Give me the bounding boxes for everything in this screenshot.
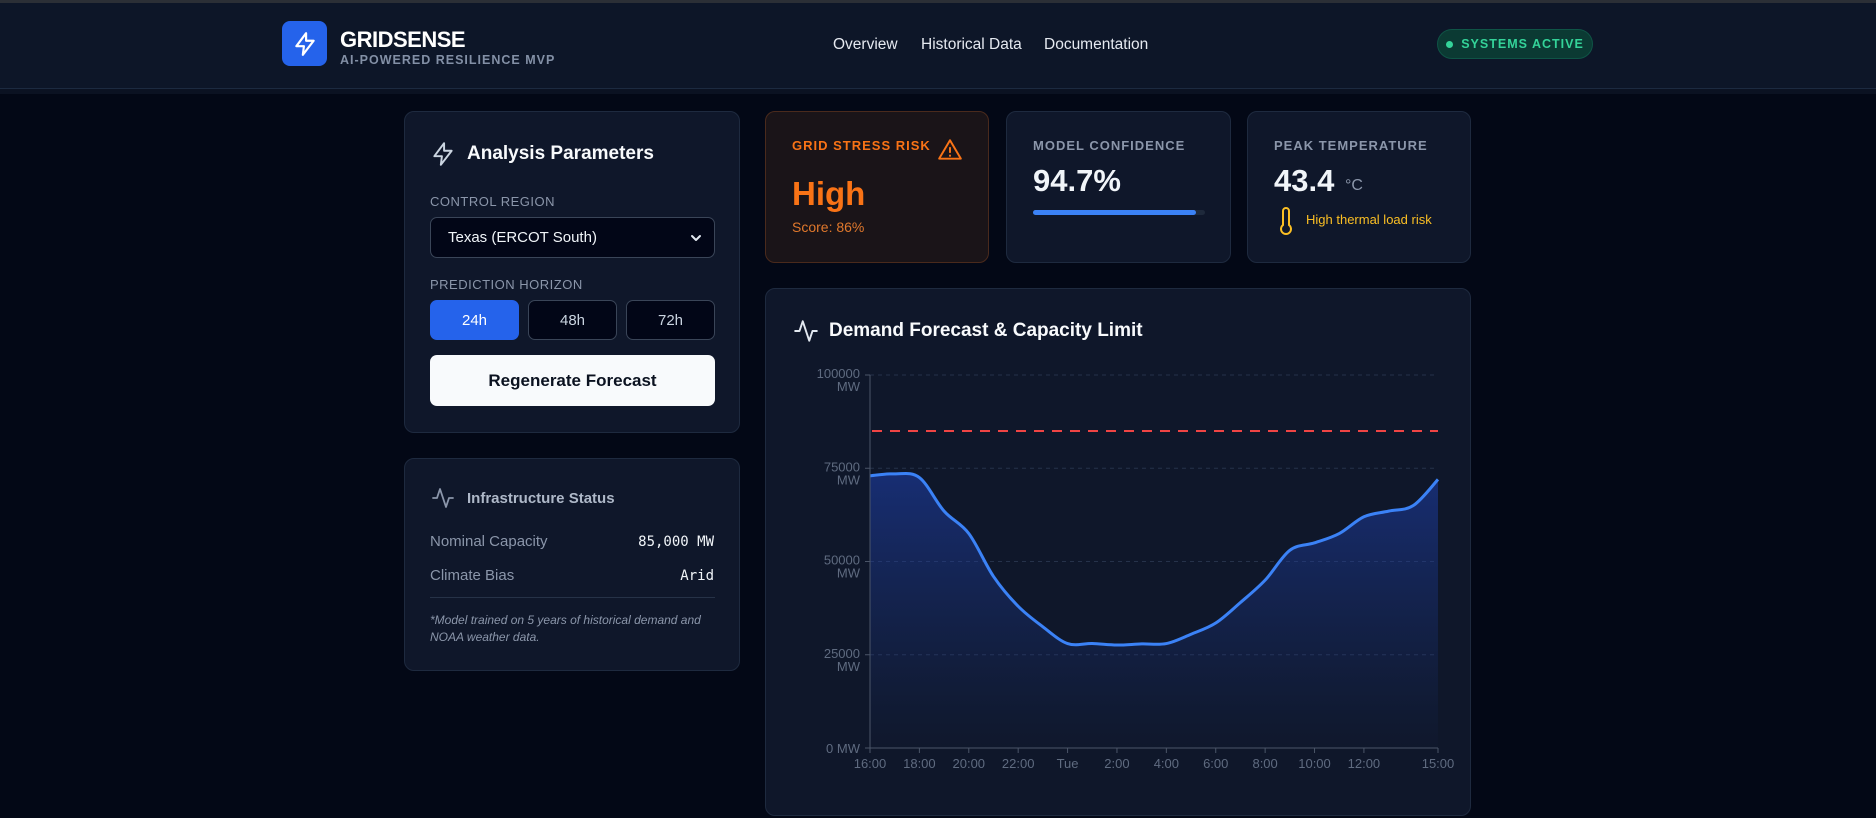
systems-status-badge: SYSTEMS ACTIVE [1437, 29, 1593, 59]
window-top-edge [0, 0, 1876, 3]
y-tick-label: 75000 [824, 459, 860, 474]
prediction-horizon-label: PREDICTION HORIZON [430, 277, 583, 292]
thermometer-icon [1280, 207, 1292, 235]
x-tick-label: 2:00 [1104, 756, 1129, 771]
status-text: SYSTEMS ACTIVE [1461, 37, 1584, 51]
lightning-icon [294, 31, 315, 56]
infra-title: Infrastructure Status [467, 490, 615, 507]
nominal-capacity-value: 85,000 MW [638, 534, 714, 550]
x-tick-label: 16:00 [854, 756, 887, 771]
temperature-unit: °C [1345, 177, 1363, 194]
lightning-outline-icon [433, 142, 453, 166]
chart-title: Demand Forecast & Capacity Limit [829, 320, 1143, 341]
temperature-value: 43.4 [1274, 163, 1335, 198]
demand-line [869, 471, 1440, 647]
risk-value: High [792, 175, 866, 212]
infrastructure-status-card: Infrastructure Status Nominal Capacity 8… [404, 458, 740, 671]
x-tick-label: 18:00 [903, 756, 936, 771]
model-training-note: *Model trained on 5 years of historical … [430, 613, 701, 644]
params-title: Analysis Parameters [467, 143, 654, 164]
activity-pulse-icon [794, 320, 818, 342]
y-tick-label: 25000 [824, 646, 860, 661]
demand-forecast-card: Demand Forecast & Capacity Limit 100000 M… [765, 288, 1471, 816]
brand-title: GRIDSENSE [340, 27, 466, 52]
x-tick-label: Tue [1057, 756, 1079, 771]
y-tick-label: 50000 [824, 553, 860, 568]
horizon-72h-button[interactable]: 72h [626, 300, 715, 340]
x-tick-label: 20:00 [953, 756, 986, 771]
confidence-label: MODEL CONFIDENCE [1033, 138, 1186, 153]
chevron-down-icon [691, 235, 701, 241]
confidence-bar-fill [1033, 210, 1196, 215]
temperature-note: High thermal load risk [1306, 212, 1432, 227]
risk-label: GRID STRESS RISK [792, 138, 931, 153]
nominal-capacity-label: Nominal Capacity [430, 533, 548, 550]
control-region-value: Texas (ERCOT South) [448, 229, 597, 246]
status-dot-icon [1446, 40, 1454, 48]
peak-temperature-card: PEAK TEMPERATURE 43.4 °C High thermal lo… [1247, 111, 1471, 263]
nav-overview[interactable]: Overview [833, 36, 898, 53]
regenerate-forecast-button[interactable]: Regenerate Forecast [430, 355, 715, 406]
x-tick-label: 4:00 [1154, 756, 1179, 771]
analysis-parameters-card: Analysis Parameters CONTROL REGION Texas… [404, 111, 740, 433]
y-tick-unit: MW [837, 659, 861, 674]
horizon-48h-button[interactable]: 48h [528, 300, 617, 340]
warning-triangle-icon [938, 139, 962, 160]
x-tick-label: 12:00 [1348, 756, 1381, 771]
top-header: GRIDSENSE AI-POWERED RESILIENCE MVP Over… [0, 3, 1876, 94]
y-tick-unit: MW [837, 566, 861, 581]
grid-stress-risk-card: GRID STRESS RISK High Score: 86% [765, 111, 989, 263]
activity-pulse-icon [432, 488, 454, 508]
nav-documentation[interactable]: Documentation [1044, 36, 1149, 53]
climate-bias-label: Climate Bias [430, 567, 515, 584]
model-confidence-card: MODEL CONFIDENCE 94.7% [1006, 111, 1231, 263]
x-tick-label: 8:00 [1252, 756, 1277, 771]
header-shadow [0, 89, 1876, 94]
x-tick-label: 22:00 [1002, 756, 1035, 771]
brand-subtitle: AI-POWERED RESILIENCE MVP [340, 53, 556, 67]
y-tick-label: 100000 [817, 366, 860, 381]
y-tick-unit: MW [837, 472, 861, 487]
control-region-select[interactable]: Texas (ERCOT South) [430, 217, 715, 258]
temperature-label: PEAK TEMPERATURE [1274, 138, 1428, 153]
nav-historical-data[interactable]: Historical Data [921, 36, 1022, 53]
risk-score: Score: 86% [792, 219, 865, 235]
demand-area [870, 473, 1438, 748]
x-tick-label: 6:00 [1203, 756, 1228, 771]
x-tick-label: 10:00 [1298, 756, 1331, 771]
logo-badge[interactable] [282, 21, 327, 66]
control-region-label: CONTROL REGION [430, 194, 555, 209]
y-tick-label: 0 MW [826, 741, 861, 756]
x-tick-label: 15:00 [1422, 756, 1455, 771]
climate-bias-value: Arid [680, 568, 714, 584]
confidence-value: 94.7% [1033, 163, 1121, 198]
horizon-24h-button[interactable]: 24h [430, 300, 519, 340]
y-tick-unit: MW [837, 379, 861, 394]
infra-divider [430, 597, 715, 598]
confidence-bar-track [1033, 210, 1205, 215]
